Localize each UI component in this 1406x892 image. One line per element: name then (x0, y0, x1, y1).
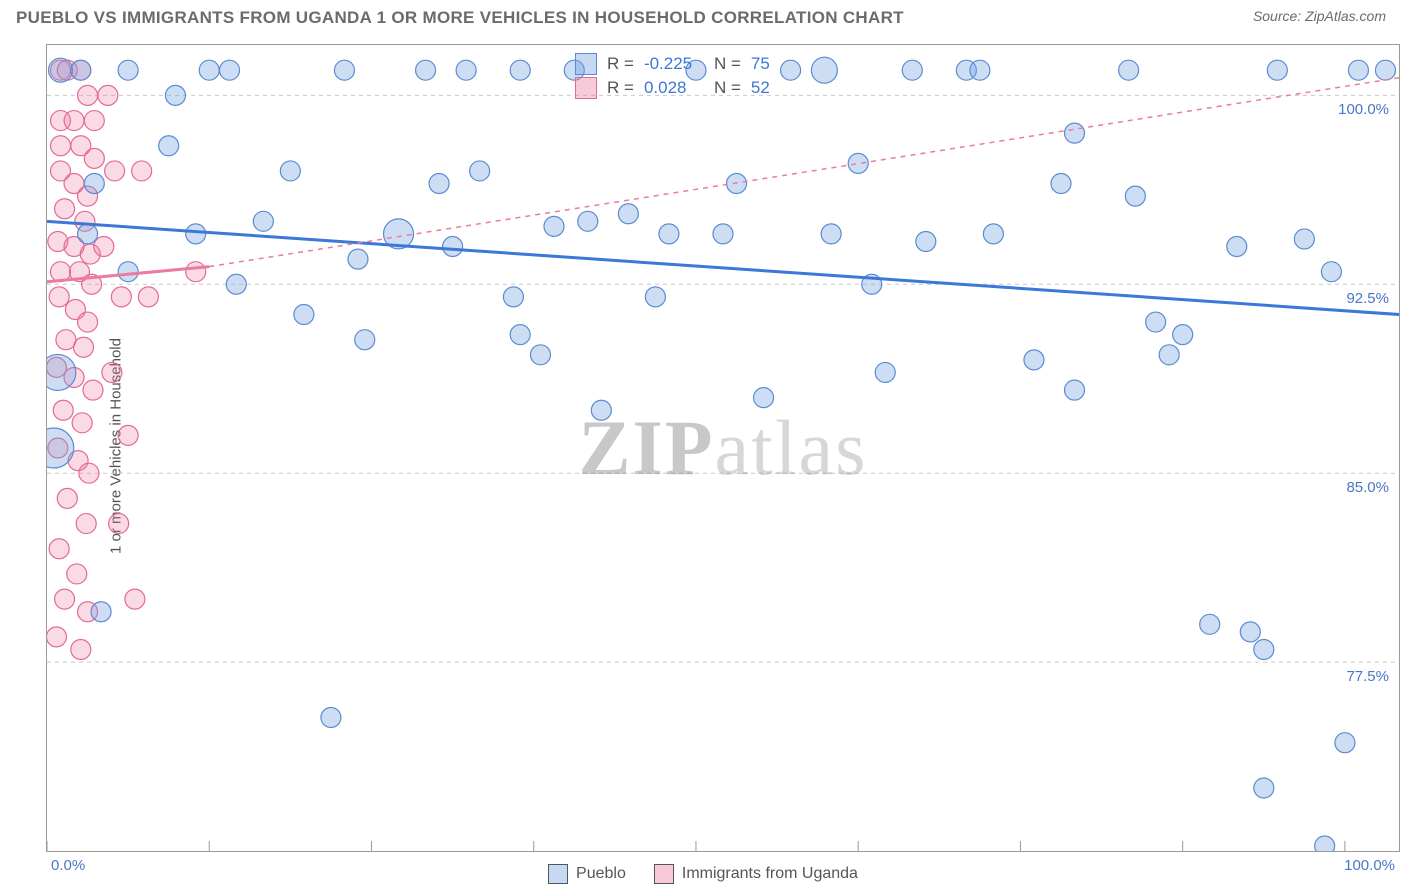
legend-item-pueblo: Pueblo (548, 864, 626, 884)
y-tick-label: 92.5% (1346, 290, 1389, 307)
chart-svg (47, 45, 1399, 851)
legend-r-label: R = (607, 78, 634, 98)
y-tick-label: 85.0% (1346, 479, 1389, 496)
legend-row-blue: R = -0.225 N = 75 (575, 53, 811, 75)
legend-label: Immigrants from Uganda (682, 865, 858, 883)
stats-legend: R = -0.225 N = 75 R = 0.028 N = 52 (567, 49, 819, 105)
legend-n-value: 75 (751, 54, 811, 74)
legend-n-label: N = (714, 78, 741, 98)
source-name: ZipAtlas.com (1305, 8, 1386, 24)
chart-plot-area: ZIPatlas R = -0.225 N = 75 R = 0.028 N =… (46, 44, 1400, 852)
legend-swatch-pink (654, 864, 674, 884)
legend-swatch-pink (575, 77, 597, 99)
source-attribution: Source: ZipAtlas.com (1253, 8, 1386, 24)
legend-item-uganda: Immigrants from Uganda (654, 864, 858, 884)
legend-n-label: N = (714, 54, 741, 74)
y-tick-label: 77.5% (1346, 668, 1389, 685)
chart-title: PUEBLO VS IMMIGRANTS FROM UGANDA 1 OR MO… (16, 8, 904, 28)
legend-label: Pueblo (576, 865, 626, 883)
legend-r-value: 0.028 (644, 78, 704, 98)
legend-row-pink: R = 0.028 N = 52 (575, 77, 811, 99)
legend-swatch-blue (575, 53, 597, 75)
legend-r-label: R = (607, 54, 634, 74)
y-tick-label: 100.0% (1338, 101, 1389, 118)
legend-r-value: -0.225 (644, 54, 704, 74)
source-prefix: Source: (1253, 8, 1305, 24)
chart-header: PUEBLO VS IMMIGRANTS FROM UGANDA 1 OR MO… (0, 0, 1406, 32)
legend-swatch-blue (548, 864, 568, 884)
series-legend: Pueblo Immigrants from Uganda (0, 864, 1406, 884)
legend-n-value: 52 (751, 78, 811, 98)
